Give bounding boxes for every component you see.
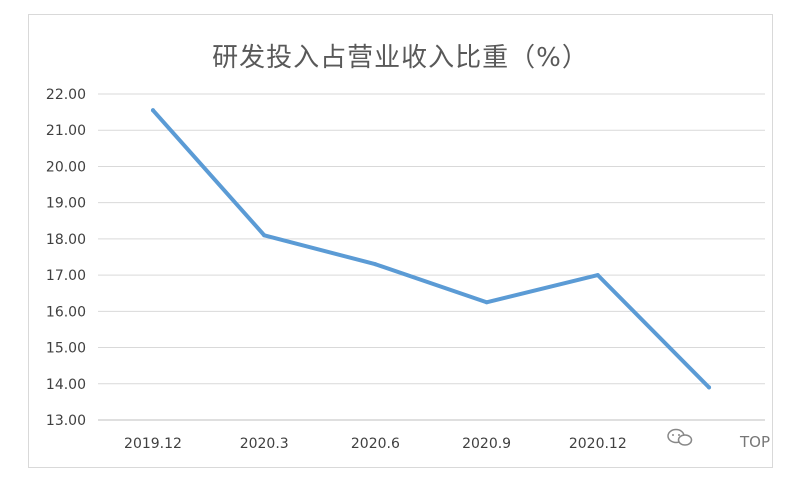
watermark-text: TOP [739, 433, 770, 451]
data-point [595, 273, 600, 278]
y-tick-label: 16.00 [46, 304, 86, 320]
chart-title: 研发投入占营业收入比重（%） [212, 43, 589, 73]
wechat-icon [667, 428, 693, 446]
x-tick-label: 2020.3 [240, 436, 289, 452]
x-axis-ticks: 2019.12 2020.3 2020.6 2020.9 2020.12 [124, 436, 627, 452]
y-tick-label: 14.00 [46, 377, 86, 393]
data-point [151, 108, 155, 113]
y-tick-label: 18.00 [46, 232, 86, 248]
y-axis-ticks: 13.00 14.00 15.00 16.00 17.00 18.00 19.00 20.00… [46, 87, 86, 429]
y-tick-label: 20.00 [46, 159, 86, 175]
data-point [484, 300, 489, 305]
y-tick-label: 13.00 [46, 413, 86, 429]
x-tick-label: 2020.9 [462, 436, 511, 452]
chart-frame: 研发投入占营业收入比重（%） [28, 14, 773, 468]
y-tick-label: 22.00 [46, 87, 86, 103]
series-layer [151, 108, 711, 390]
y-tick-label: 15.00 [46, 341, 86, 357]
y-tick-label: 17.00 [46, 268, 86, 284]
data-point [373, 262, 378, 267]
watermark: TOP [667, 428, 770, 451]
data-point [707, 385, 711, 390]
series-line [151, 108, 711, 390]
x-tick-label: 2020.12 [569, 436, 627, 452]
y-tick-label: 19.00 [46, 196, 86, 212]
gridlines [98, 93, 765, 421]
x-tick-label: 2019.12 [124, 436, 182, 452]
y-tick-label: 21.00 [46, 123, 86, 139]
data-point [262, 233, 267, 238]
x-tick-label: 2020.6 [351, 436, 400, 452]
